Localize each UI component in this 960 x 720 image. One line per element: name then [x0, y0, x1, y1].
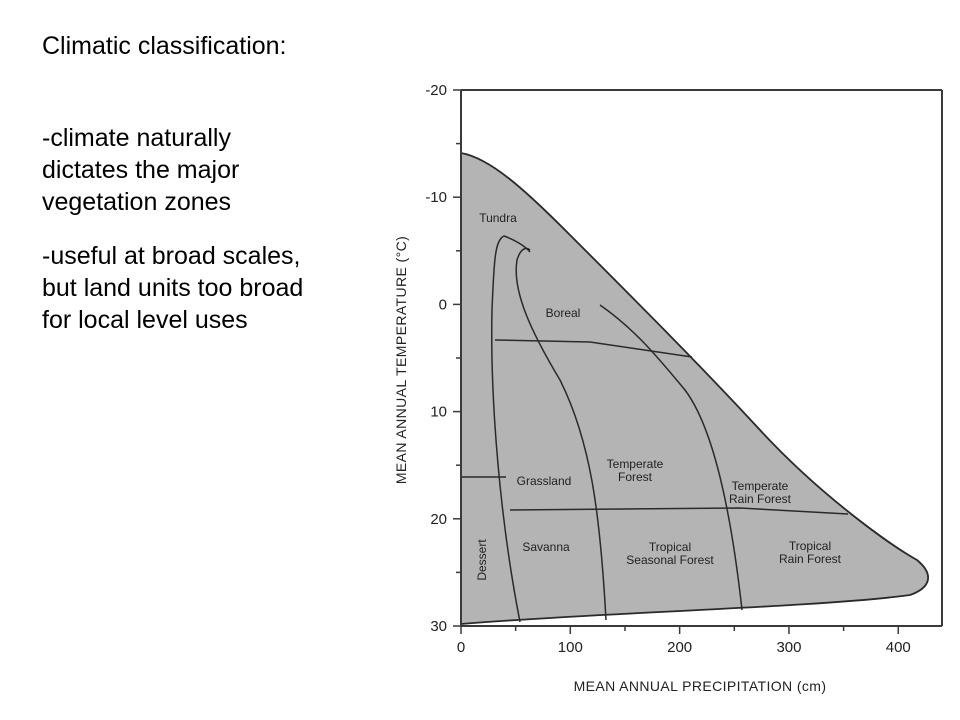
region-label-line: Tundra [479, 211, 517, 225]
x-tick-label: 0 [457, 639, 465, 656]
bullet-climate: -climate naturally dictates the major ve… [42, 124, 240, 216]
x-tick-label: 300 [776, 639, 801, 656]
slide-text: Climatic classification: -climate natura… [42, 30, 382, 358]
x-ticks: 0 100 200 300 400 [457, 626, 911, 656]
tundra-inner-boundary [491, 235, 531, 623]
boreal-inner-boundary [515, 247, 607, 621]
region-label-line: Grassland [517, 474, 572, 488]
region-label-temperate-forest: Temperate Forest [607, 457, 664, 484]
region-label-line: Savanna [522, 540, 570, 554]
region-label-dessert: Dessert [475, 539, 489, 581]
region-label-line: Dessert [475, 539, 489, 581]
x-tick-label: 200 [667, 639, 692, 656]
bullet-scale: -useful at broad scales, but land units … [42, 242, 304, 334]
x-tick-label: 400 [886, 639, 911, 656]
y-tick-label: -10 [425, 189, 447, 206]
temperate-forest-boundary [599, 304, 743, 611]
zone-boundaries [461, 235, 849, 623]
biome-diagram: -20 -10 0 10 20 30 0 100 200 300 400 Tundra Boreal… [393, 82, 943, 694]
y-ticks: -20 -10 0 10 20 30 [425, 82, 461, 635]
boreal-lower-boundary [494, 339, 693, 358]
region-label-boreal: Boreal [546, 306, 581, 320]
region-label-tropical-rain-forest: Tropical Rain Forest [779, 539, 842, 566]
region-label-temperate-rain-forest: Temperate Rain Forest [729, 479, 792, 506]
region-label-line: Forest [618, 470, 653, 484]
region-label-grassland: Grassland [517, 474, 572, 488]
y-tick-label: 30 [430, 618, 447, 635]
region-label-tundra: Tundra [479, 211, 517, 225]
y-tick-label: 0 [439, 296, 447, 313]
y-tick-label: -20 [425, 82, 447, 99]
biome-envelope [460, 151, 929, 625]
region-label-line: Temperate [607, 457, 664, 471]
region-label-line: Seasonal Forest [626, 553, 714, 567]
region-label-line: Rain Forest [779, 552, 842, 566]
region-label-tropical-seasonal-forest: Tropical Seasonal Forest [626, 540, 714, 567]
region-label-line: Rain Forest [729, 492, 792, 506]
region-label-savanna: Savanna [522, 540, 570, 554]
slide-title: Climatic classification: [42, 32, 287, 60]
y-tick-label: 20 [430, 511, 447, 528]
region-label-line: Tropical [649, 540, 691, 554]
y-axis-label: MEAN ANNUAL TEMPERATURE (°C) [393, 236, 409, 484]
y-tick-label: 10 [430, 404, 447, 421]
x-axis-label: MEAN ANNUAL PRECIPITATION (cm) [574, 678, 827, 694]
region-label-line: Boreal [546, 306, 581, 320]
region-label-line: Tropical [789, 539, 831, 553]
region-label-line: Temperate [732, 479, 789, 493]
x-tick-label: 100 [558, 639, 583, 656]
tropical-upper-boundary [509, 507, 849, 515]
